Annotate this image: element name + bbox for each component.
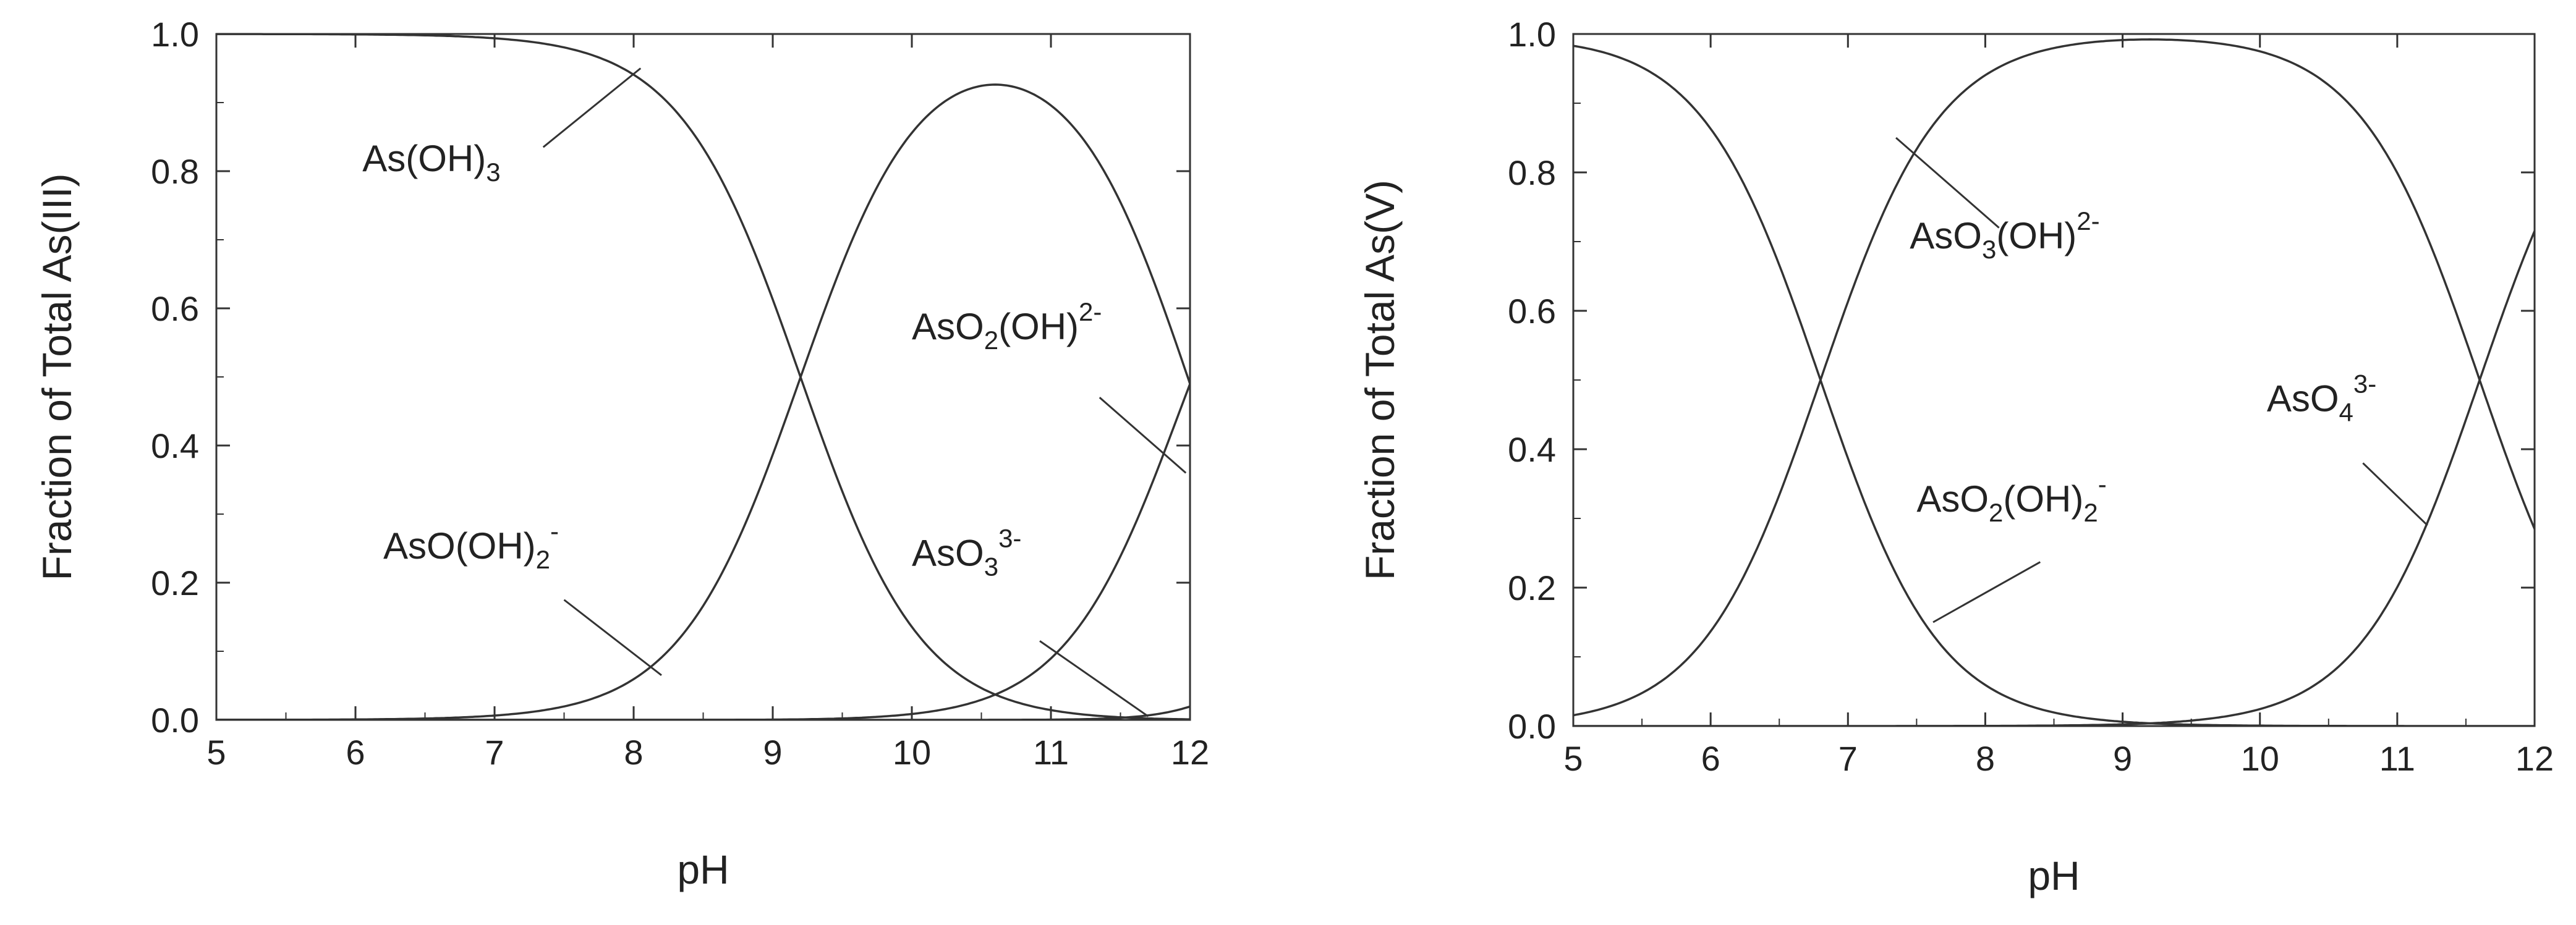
y-tick-label: 0.0	[1508, 707, 1556, 746]
x-axis-title: pH	[677, 847, 729, 892]
y-tick-label: 0.4	[151, 426, 199, 465]
x-axis-title: pH	[2028, 853, 2080, 898]
leader-line	[2362, 462, 2428, 526]
x-tick-label: 6	[346, 733, 365, 772]
x-tick-label: 6	[1701, 739, 1720, 778]
y-tick-label: 0.8	[151, 152, 199, 191]
x-tick-label: 8	[1976, 739, 1995, 778]
x-tick-label: 5	[206, 733, 226, 772]
leader-line	[1895, 137, 2000, 229]
x-tick-label: 12	[1171, 733, 1209, 772]
x-tick-label: 11	[2379, 739, 2415, 778]
curve-label: AsO33-	[912, 523, 1021, 581]
leader-line	[1932, 561, 2041, 623]
curve-label: AsO(OH)2-	[383, 517, 559, 574]
y-tick-label: 0.6	[151, 289, 199, 328]
x-tick-label: 10	[893, 733, 931, 772]
curve-label: AsO2(OH)2-	[1916, 470, 2106, 527]
x-tick-label: 12	[2515, 739, 2554, 778]
y-tick-label: 0.2	[1508, 568, 1556, 607]
plot-frame	[215, 33, 1191, 721]
leader-line	[1039, 640, 1149, 717]
x-tick-label: 9	[763, 733, 782, 772]
x-tick-label: 11	[1033, 733, 1069, 772]
panel-as-v: 5 6 7 8 9 10 11 12 0.0 0.2 0.4 0.6 0.8 1.0 pH Fraction …	[1357, 15, 2554, 898]
y-tick-label: 0.4	[1508, 430, 1556, 469]
series-line-aso33-	[216, 705, 1190, 720]
series-line-aso2-oh-2-	[216, 383, 1190, 720]
leader-line	[563, 599, 662, 677]
y-tick-label: 0.0	[151, 701, 199, 740]
curve-label: As(OH)3	[362, 138, 500, 187]
y-axis-title: Fraction of Total As(III)	[34, 173, 80, 580]
y-axis-title: Fraction of Total As(V)	[1357, 180, 1403, 580]
series-line-aso3-oh-2-	[1573, 38, 2535, 717]
x-tick-label: 7	[485, 733, 504, 772]
panel-as-iii: 5 6 7 8 9 10 11 12 0.0 0.2 0.4 0.6 0.8 1.0 pH Fraction …	[34, 15, 1209, 892]
y-tick-label: 0.8	[1508, 153, 1556, 192]
x-tick-label: 9	[2113, 739, 2132, 778]
curve-label: AsO2(OH)2-	[912, 297, 1102, 355]
series-line-aso43-	[1573, 230, 2535, 726]
x-tick-label: 8	[624, 733, 643, 772]
leader-line	[1099, 397, 1187, 474]
series-line-aso2-oh-2-	[1573, 44, 2535, 726]
y-tick-label: 1.0	[151, 15, 199, 54]
x-tick-label: 7	[1838, 739, 1858, 778]
x-tick-label: 5	[1563, 739, 1583, 778]
y-tick-label: 0.6	[1508, 292, 1556, 331]
curve-label: AsO3(OH)2-	[1910, 206, 2099, 264]
x-tick-label: 10	[2241, 739, 2279, 778]
series-line-aso-oh-2-	[216, 83, 1190, 720]
y-tick-label: 0.2	[151, 564, 199, 602]
series-line-as-oh-3	[216, 33, 1190, 720]
leader-line	[542, 67, 642, 148]
curve-label: AsO43-	[2267, 369, 2376, 426]
y-tick-label: 1.0	[1508, 15, 1556, 54]
